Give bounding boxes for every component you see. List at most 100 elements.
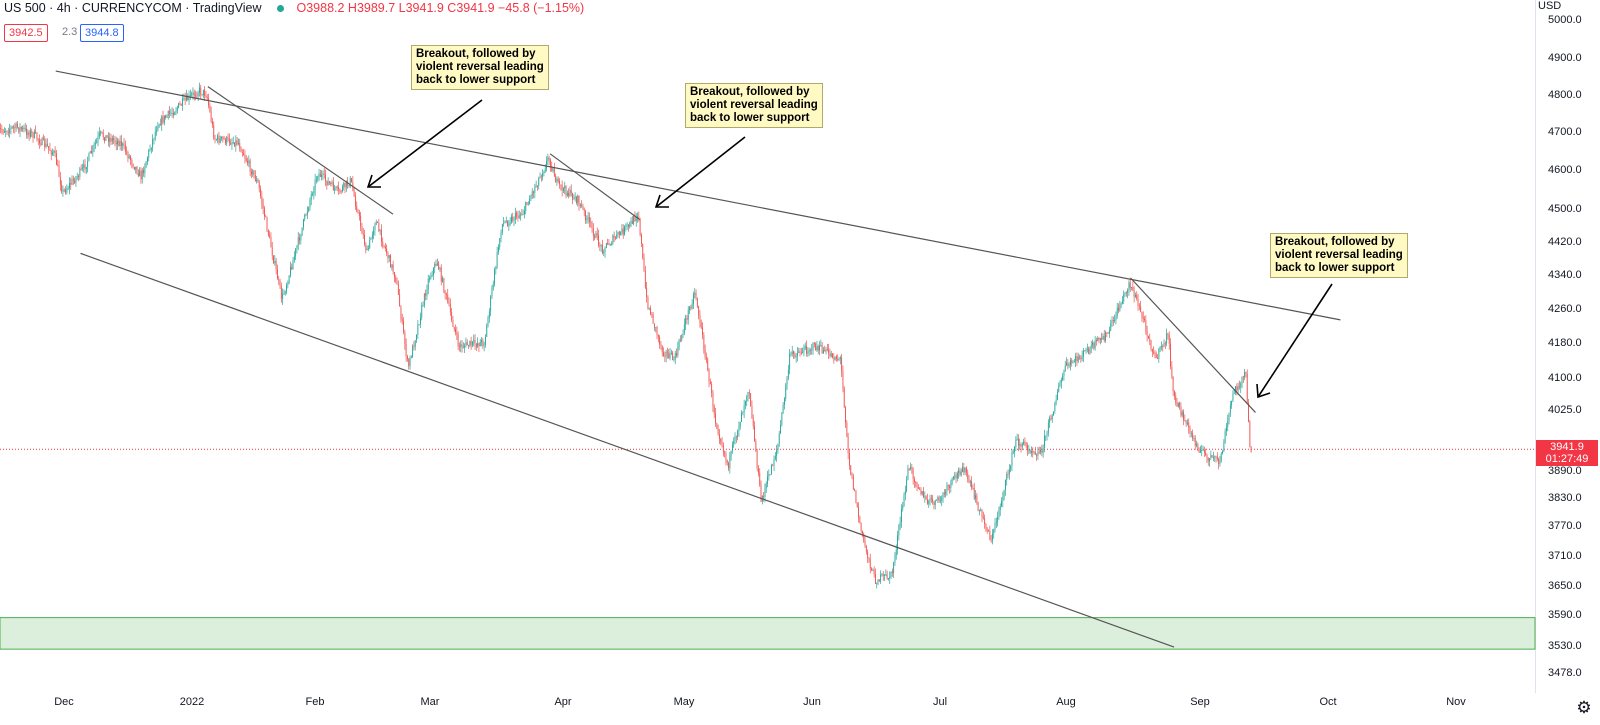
candle-body: [686, 317, 688, 320]
candle-body: [200, 87, 202, 95]
candle-body: [1131, 287, 1132, 288]
trendline-lower: [80, 252, 1175, 648]
candle-body: [322, 173, 324, 175]
candle-body: [1027, 445, 1028, 451]
candle-body: [842, 371, 844, 389]
candle-body: [627, 224, 629, 227]
candle-body: [240, 148, 242, 153]
candle-body: [1038, 451, 1040, 453]
candle-body: [1153, 352, 1155, 353]
candle-body: [321, 174, 323, 178]
candle-body: [925, 496, 927, 500]
candle-body: [166, 115, 168, 118]
candle-body: [215, 139, 217, 141]
candle-body: [822, 350, 824, 354]
candle-body: [692, 294, 694, 304]
x-tick-label: Dec: [54, 696, 74, 708]
candle-body: [208, 98, 209, 106]
candle-body: [370, 237, 372, 240]
candle-body: [148, 150, 150, 158]
y-tick-label: 3830.0: [1548, 492, 1582, 504]
candle-body: [353, 190, 355, 197]
candle-body: [175, 110, 177, 113]
candle-body: [621, 228, 623, 233]
candle-body: [659, 336, 661, 345]
annotation-callout-3[interactable]: Breakout, followed by violent reversal l…: [1270, 233, 1408, 278]
candle-body: [872, 570, 874, 571]
candle-body: [698, 306, 700, 315]
candle-body: [265, 216, 267, 218]
candle-body: [923, 491, 924, 498]
candle-body: [1183, 411, 1184, 421]
candle-body: [399, 294, 401, 307]
candle-body: [1028, 449, 1030, 451]
candle-body: [1228, 412, 1230, 421]
candle-body: [514, 212, 516, 220]
candle-body: [661, 345, 663, 353]
price-axis-panel[interactable]: [1535, 0, 1600, 693]
candle-body: [224, 139, 226, 144]
candle-body: [585, 210, 586, 221]
candle-body: [529, 199, 531, 205]
candle-body: [1007, 474, 1009, 475]
candle-body: [39, 139, 40, 144]
candle-body: [152, 138, 154, 148]
candle-body: [191, 94, 193, 96]
candle-body: [1055, 399, 1057, 404]
candle-body: [3, 131, 5, 133]
gear-icon[interactable]: ⚙: [1576, 698, 1592, 717]
candle-body: [669, 353, 671, 359]
candle-body: [1167, 333, 1169, 335]
currency-label[interactable]: USD: [1538, 0, 1562, 12]
candle-body: [865, 545, 867, 552]
candle-body: [937, 497, 939, 500]
candle-body: [422, 305, 424, 307]
candle-body: [53, 150, 55, 153]
candle-body: [1043, 435, 1045, 448]
candle-body: [874, 574, 876, 584]
candle-body: [213, 124, 215, 139]
candle-body: [976, 495, 978, 503]
candle-body: [1241, 376, 1243, 384]
candle-body: [1242, 376, 1244, 378]
candle-body: [158, 124, 160, 128]
candle-body: [76, 176, 78, 177]
candle-body: [720, 438, 722, 443]
candle-body: [1137, 298, 1139, 306]
candle-body: [483, 344, 485, 346]
candle-body: [635, 218, 637, 221]
candle-body: [249, 160, 251, 172]
candle-body: [456, 332, 458, 335]
candle-body: [967, 472, 969, 479]
symbol-title[interactable]: US 500 · 4h · CURRENCYCOM · TradingView: [4, 1, 262, 15]
annotation-callout-2[interactable]: Breakout, followed by violent reversal l…: [685, 83, 823, 128]
candle-body: [618, 231, 620, 235]
candle-body: [245, 158, 247, 161]
candle-body: [49, 148, 51, 151]
candle-body: [189, 94, 191, 96]
candle-body: [1215, 456, 1217, 458]
candle-body: [1233, 392, 1235, 394]
candle-body: [15, 123, 17, 129]
candle-body: [54, 150, 56, 154]
candle-body: [838, 359, 840, 360]
annotation-callout-1[interactable]: Breakout, followed by violent reversal l…: [411, 45, 549, 90]
buy-price-button[interactable]: 3944.8: [80, 24, 124, 42]
candle-body: [462, 347, 464, 349]
candle-body: [890, 571, 892, 577]
candle-body: [933, 501, 935, 505]
candle-body: [102, 132, 104, 138]
trendline-local-3: [1130, 277, 1256, 413]
sell-price-button[interactable]: 3942.5: [4, 24, 48, 42]
candle-body: [614, 237, 616, 239]
candle-body: [183, 98, 185, 100]
y-tick-label: 5000.0: [1548, 14, 1582, 26]
candle-body: [789, 354, 791, 370]
candle-body: [369, 239, 371, 249]
candle-body: [1128, 282, 1130, 291]
candle-body: [414, 340, 416, 347]
candle-body: [639, 218, 641, 235]
candle-body: [760, 484, 762, 502]
candle-body: [1149, 338, 1151, 341]
